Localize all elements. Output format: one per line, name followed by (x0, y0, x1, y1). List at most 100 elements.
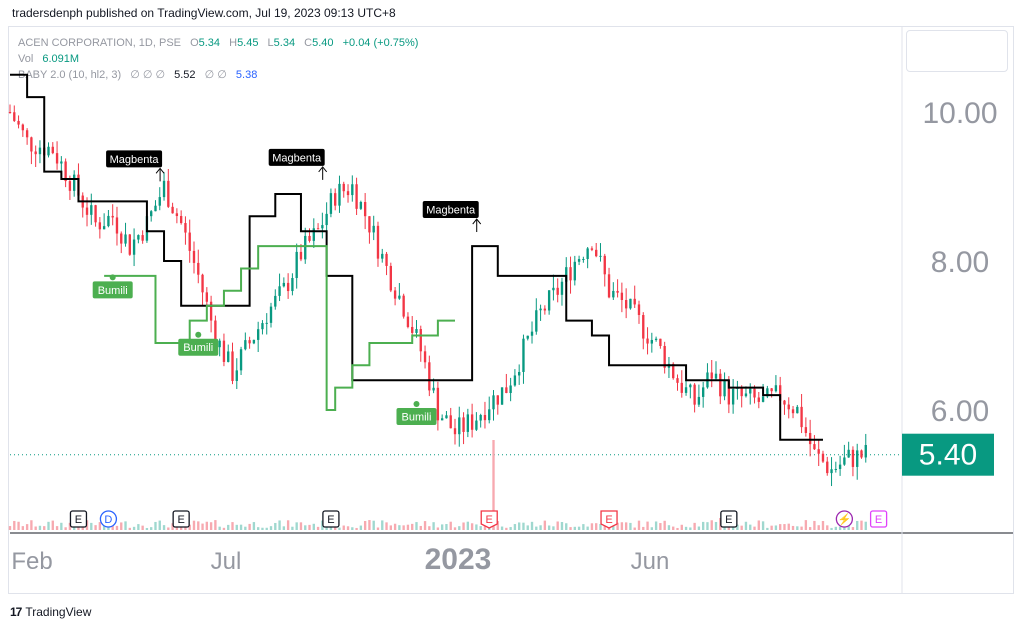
candle-body (530, 331, 534, 336)
volume-bar (804, 520, 808, 530)
volume-bar (633, 527, 636, 530)
volume-bar (209, 522, 213, 530)
candle-body (851, 449, 855, 467)
buy-signal-label-bg[interactable] (396, 408, 437, 425)
volume-bar (419, 525, 422, 530)
volume-bar (428, 526, 431, 530)
candle-body (565, 267, 568, 282)
volume-bar (432, 522, 435, 530)
candle-body (423, 351, 427, 363)
volume-bar (329, 526, 333, 530)
volume-bar (436, 527, 440, 530)
candle-body (150, 211, 153, 217)
candle-body (672, 363, 675, 379)
candle-body (111, 215, 114, 218)
candle-body (757, 397, 760, 402)
volume-bar (239, 524, 243, 530)
volume-label[interactable]: Vol (18, 53, 34, 65)
volume-bar (423, 521, 427, 530)
candle-body (137, 235, 140, 240)
candle-body (749, 388, 752, 394)
volume-bar (556, 521, 559, 530)
sell-signal-label-bg[interactable] (106, 150, 163, 168)
volume-bar (552, 526, 555, 530)
candle-body (376, 225, 380, 259)
tradingview-logo-icon[interactable]: 17 (10, 605, 22, 619)
sell-signal-label-bg[interactable] (268, 148, 325, 166)
volume-bar (663, 520, 666, 530)
earnings-event-icon[interactable] (600, 510, 618, 529)
candle-body (646, 338, 649, 344)
candle-body (278, 286, 281, 296)
candle-body (197, 262, 200, 275)
candle-body (209, 301, 213, 321)
candle-body (94, 205, 97, 223)
candle-body (770, 388, 773, 392)
volume-bar (710, 520, 713, 530)
volume-bar (676, 527, 679, 530)
volume-bar (479, 526, 482, 530)
earnings-event-icon[interactable] (869, 510, 888, 528)
candle-body (475, 420, 478, 430)
volume-bar (783, 524, 786, 530)
split-event-icon[interactable] (835, 510, 854, 528)
volume-bar (291, 526, 294, 530)
volume-bar (25, 524, 29, 530)
earnings-event-icon[interactable] (172, 510, 190, 528)
volume-bar (813, 520, 816, 530)
candle-body (269, 306, 273, 323)
volume-bar (466, 521, 470, 530)
candle-body (624, 300, 628, 309)
publisher-line: tradersdenph published on TradingView.co… (12, 6, 396, 20)
sell-signal-label: Magbenta (272, 152, 322, 164)
volume-bar (496, 521, 499, 530)
symbol-label[interactable]: ACEN CORPORATION, 1D, PSE (18, 37, 181, 49)
volume-bar (530, 521, 534, 530)
event-label: E (486, 514, 493, 526)
volume-bar (351, 527, 354, 530)
candle-body (158, 197, 161, 206)
candle-body (381, 253, 384, 259)
candle-body (363, 202, 367, 217)
earnings-event-icon[interactable] (322, 510, 340, 528)
candle-body (274, 295, 277, 307)
volume-bar (526, 525, 529, 530)
candle-body (252, 339, 256, 344)
volume-bar (475, 524, 478, 530)
earnings-event-icon[interactable] (480, 510, 498, 529)
volume-bar (590, 523, 594, 530)
candle-body (432, 387, 435, 391)
earnings-event-icon[interactable] (69, 510, 88, 528)
indicator-label[interactable]: BABY 2.0 (10, hl2, 3) (18, 69, 122, 81)
sell-signal-label-bg[interactable] (422, 201, 479, 219)
candle-body (368, 216, 371, 233)
volume-bar (650, 527, 654, 530)
candle-body (787, 404, 790, 410)
volume-bar (731, 526, 735, 530)
volume-bar (680, 524, 683, 530)
earnings-event-icon[interactable] (720, 510, 738, 528)
volume-bar (389, 525, 392, 530)
candle-body (766, 388, 769, 397)
dividend-event-icon[interactable] (99, 510, 118, 528)
buy-signal-label-bg[interactable] (92, 281, 133, 299)
volume-bar (30, 520, 33, 530)
candle-body (98, 222, 102, 230)
candle-body (547, 290, 551, 311)
volume-bar (64, 527, 67, 530)
candle-body (239, 349, 243, 371)
candle-body (13, 112, 16, 121)
volume-bar (826, 525, 829, 530)
volume-bar (539, 525, 542, 530)
candle-body (184, 223, 187, 233)
volume-bar (137, 524, 140, 530)
buy-signal-label-bg[interactable] (178, 338, 219, 356)
candle-body (30, 137, 33, 152)
candle-body (453, 428, 457, 435)
candle-body (372, 225, 375, 233)
volume-bar (128, 527, 131, 530)
candle-body (449, 415, 452, 429)
volume-bar (261, 527, 264, 530)
volume-bar (518, 522, 521, 530)
